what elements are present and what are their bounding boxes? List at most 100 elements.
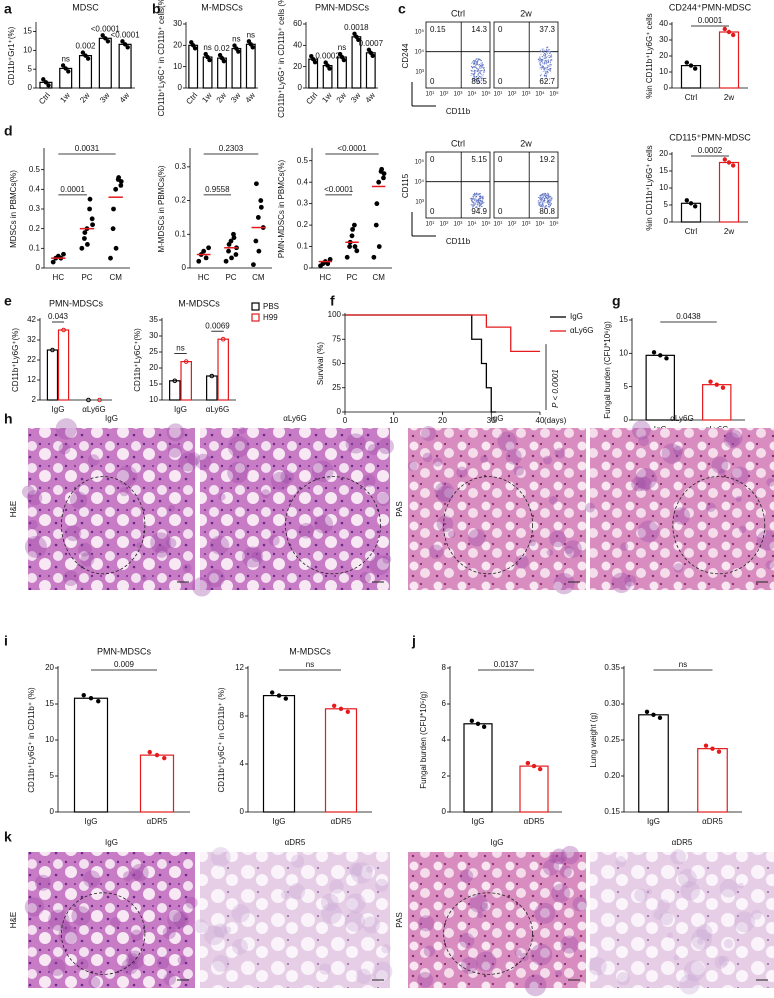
event	[540, 203, 542, 205]
chart-title: CD115⁺PMN-MDSC	[669, 132, 751, 142]
flow-plot	[425, 151, 491, 219]
flow-y-tick: 10⁴	[415, 49, 425, 56]
event	[547, 46, 549, 48]
quadrant-value: 80.8	[539, 207, 555, 216]
x-tick-label: 2w	[335, 91, 349, 105]
event	[483, 69, 485, 71]
tissue-cluster	[150, 532, 171, 554]
event	[539, 205, 542, 207]
event	[481, 205, 483, 208]
y-tick-label: 0	[664, 83, 669, 92]
y-tick-label: 0	[298, 83, 303, 92]
tissue-cluster	[59, 921, 71, 933]
x-tick-label: Ctrl	[685, 227, 698, 236]
event	[477, 59, 479, 61]
tissue-cluster	[551, 883, 571, 903]
event	[545, 59, 547, 62]
event	[540, 194, 542, 196]
event	[543, 67, 545, 69]
bar	[46, 349, 59, 401]
y-tick-label: 8	[240, 711, 245, 720]
quadrant-value: 0	[430, 207, 435, 216]
tissue-cluster	[345, 893, 366, 914]
panel-label: h	[4, 411, 13, 427]
event	[478, 196, 481, 198]
tissue-cluster	[505, 448, 522, 465]
y-axis-label: CD11b⁺Ly6G⁺ in CD11b⁺ (%)	[27, 687, 36, 793]
bar	[169, 380, 181, 401]
y-tick-label: 0.30	[604, 699, 620, 708]
x-tick-label: αLy6G	[82, 405, 105, 414]
tissue-cluster	[187, 452, 201, 466]
y-tick-label: 15	[23, 27, 32, 36]
event	[482, 197, 484, 200]
y-tick-label: 30	[659, 35, 668, 44]
tissue-cluster	[165, 537, 177, 549]
event	[475, 70, 477, 72]
tissue-cluster	[382, 554, 392, 564]
panel-label: c	[398, 1, 406, 17]
bar-dot	[162, 755, 167, 761]
event	[544, 195, 547, 198]
event	[480, 59, 482, 62]
event	[550, 203, 552, 205]
tissue-cluster	[172, 911, 189, 928]
data-point	[116, 175, 122, 180]
tissue-cluster	[26, 490, 43, 506]
chart-title: M-MDSCs	[201, 2, 243, 12]
data-point	[233, 252, 239, 257]
event	[542, 62, 544, 64]
quadrant-value: 5.15	[471, 155, 487, 164]
bar-dot	[209, 373, 215, 379]
tissue-cluster	[88, 976, 101, 989]
p-value: ns	[232, 35, 240, 44]
p-value: 0.0031	[75, 144, 100, 153]
y-tick-label: 15	[659, 166, 668, 175]
data-point	[371, 254, 377, 260]
y-tick-label: 0.15	[604, 807, 620, 816]
data-point	[258, 198, 264, 203]
bar-dot	[730, 32, 736, 38]
event	[544, 54, 547, 56]
flow-x-tick: 10⁵	[481, 91, 491, 98]
data-point	[226, 242, 232, 247]
y-tick-label: 0.2	[29, 224, 41, 233]
y-tick-label: 0	[178, 83, 183, 92]
bar	[365, 52, 376, 89]
event	[473, 204, 475, 207]
tissue-cluster	[231, 904, 250, 923]
tissue-cluster	[121, 958, 138, 975]
tissue-cluster	[564, 540, 582, 558]
panel-label: j	[411, 633, 416, 649]
event	[547, 72, 549, 74]
y-tick-label: 0.20	[604, 771, 620, 780]
p-value: P < 0.0001	[551, 369, 560, 408]
event	[477, 208, 479, 210]
panel-label: a	[4, 1, 12, 17]
quadrant-value: 14.3	[471, 25, 487, 34]
event	[548, 197, 550, 199]
tissue-cluster	[132, 870, 143, 881]
bar	[463, 723, 493, 813]
bar-dot	[703, 743, 709, 748]
y-axis-label: CD11b⁺Ly6C⁺(%)	[133, 328, 142, 392]
event	[548, 206, 551, 208]
y-tick-label: 2	[32, 395, 37, 404]
bar	[78, 55, 93, 89]
data-point	[381, 175, 386, 181]
tissue-cluster	[288, 883, 306, 900]
bar	[188, 44, 199, 89]
flow-y-tick: 10³	[415, 70, 424, 76]
x-tick-label: 20	[438, 416, 447, 425]
bar	[718, 161, 740, 223]
y-tick-label: 0	[664, 217, 669, 226]
y-axis-label: %in CD11b⁺Ly6G⁺ cells	[645, 145, 654, 230]
event	[538, 59, 541, 61]
event	[545, 53, 547, 55]
y-axis-label: CD11b⁺Gr1⁺(%)	[7, 26, 16, 85]
event	[547, 61, 549, 64]
y-tick-label: 10	[659, 183, 668, 192]
x-tick-label: IgG	[52, 405, 65, 414]
event	[545, 57, 548, 59]
x-tick-label: 2w	[724, 93, 734, 102]
